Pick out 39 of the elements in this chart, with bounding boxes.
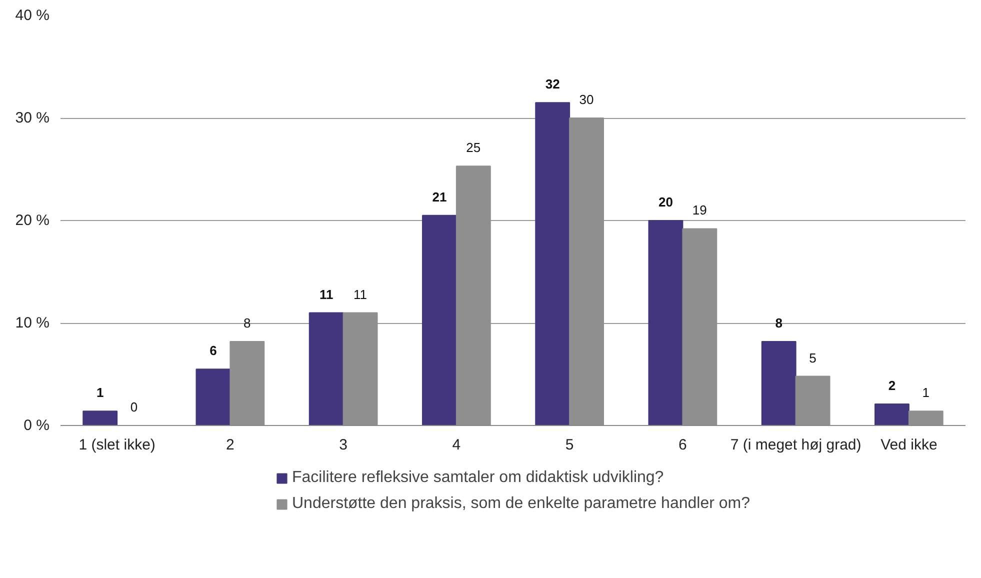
data-label: 8 <box>775 315 782 330</box>
data-label: 0 <box>130 400 138 414</box>
data-label: 32 <box>545 76 560 92</box>
bar <box>308 312 344 426</box>
bar <box>196 368 231 426</box>
data-label: 8 <box>244 315 251 330</box>
bar <box>648 220 684 426</box>
y-tick-label: 10 % <box>15 314 50 332</box>
data-label: 5 <box>809 350 816 366</box>
data-label: 30 <box>579 92 594 107</box>
legend-label: Facilitere refleksive samtaler om didaktisk udvikling? <box>292 469 664 487</box>
y-tick-label: 20 % <box>15 212 50 229</box>
y-tick-label: 0 % <box>24 417 50 434</box>
data-label: 11 <box>319 286 334 302</box>
data-label: 1 <box>96 385 104 400</box>
data-label: 25 <box>466 140 481 156</box>
bar <box>422 214 457 426</box>
x-tick-label: 4 <box>452 436 461 454</box>
data-label: 20 <box>658 194 673 210</box>
bar <box>82 410 118 426</box>
x-tick-label: 3 <box>339 436 348 454</box>
bar <box>874 403 910 426</box>
legend-label: Understøtte den praksis, som de enkelte parametre handler om? <box>292 495 750 513</box>
data-label: 21 <box>432 189 447 204</box>
x-tick-label: 7 (i meget høj grad) <box>730 436 862 454</box>
y-tick-label: 40 % <box>15 7 50 24</box>
bar <box>535 102 570 426</box>
data-label: 2 <box>888 378 896 393</box>
y-tick-label: 30 % <box>15 110 50 126</box>
x-tick-label: 6 <box>678 436 687 454</box>
x-tick-label: 5 <box>565 436 574 454</box>
bar <box>761 340 796 426</box>
x-tick-label: Ved ikke <box>880 436 938 454</box>
data-label: 19 <box>692 202 707 218</box>
data-label: 1 <box>922 385 930 400</box>
x-tick-label: 2 <box>226 436 234 454</box>
x-tick-label: 1 (slet ikke) <box>78 436 156 454</box>
data-label: 11 <box>354 286 368 302</box>
data-label: 6 <box>210 343 217 358</box>
